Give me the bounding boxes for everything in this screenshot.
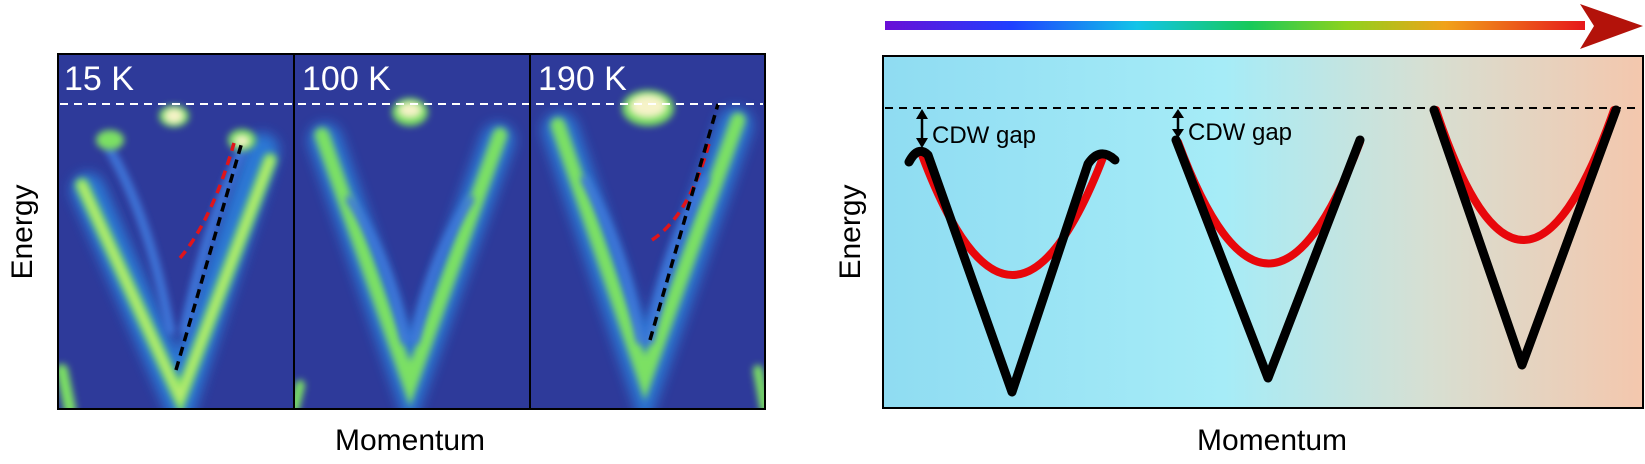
black-dashed-fit (174, 141, 244, 371)
arpes-bands (550, 112, 765, 409)
temperature-arrow-head (1580, 4, 1643, 49)
schematic-band-mid-temperature (1171, 135, 1365, 383)
arpes-dashes (174, 141, 244, 371)
left-y-axis-label: Energy (6, 184, 39, 279)
arpes-inner-band (345, 195, 475, 345)
schematic-panel: CDW gap CDW gap (882, 55, 1644, 409)
black-dashed-fit (648, 103, 720, 341)
arpes-dashes (648, 103, 720, 341)
cdw-gap-label-1: CDW gap (932, 122, 1036, 149)
cdw-gap-marker-2 (1172, 109, 1184, 138)
temperature-arrow-shaft (885, 21, 1585, 30)
arpes-panel-100k (294, 54, 530, 409)
black-band (1429, 105, 1621, 370)
arpes-top-pocket (392, 98, 428, 126)
temperature-label-100k: 100 K (302, 60, 391, 98)
red-dashed-fit (651, 139, 712, 242)
black-band (1171, 135, 1365, 383)
cdw-gap-label-2: CDW gap (1188, 119, 1292, 146)
temperature-label-190k: 190 K (538, 60, 627, 98)
temperature-label-15k: 15 K (64, 60, 134, 98)
schematic-band-high-temperature (1429, 105, 1621, 370)
arpes-inner-band (580, 175, 710, 345)
arpes-bands (58, 153, 277, 409)
right-y-axis-label: Energy (834, 184, 867, 279)
arpes-top-pocket (159, 105, 189, 127)
arpes-panels: 15 K 100 K 190 K (57, 53, 766, 410)
arpes-panel-15k (58, 54, 294, 409)
arpes-panel-190k (530, 54, 765, 409)
black-band (904, 146, 1120, 397)
temperature-arrow (885, 4, 1643, 49)
arpes-frame (57, 53, 766, 410)
left-x-axis-label: Momentum (335, 424, 485, 457)
schematic-band-low-temperature (904, 146, 1120, 397)
red-dashed-fit (178, 142, 236, 260)
cdw-gap-marker-1 (916, 109, 928, 148)
arpes-top-pocket (622, 90, 674, 126)
right-x-axis-label: Momentum (1197, 424, 1347, 457)
arpes-inner-band (105, 145, 247, 335)
